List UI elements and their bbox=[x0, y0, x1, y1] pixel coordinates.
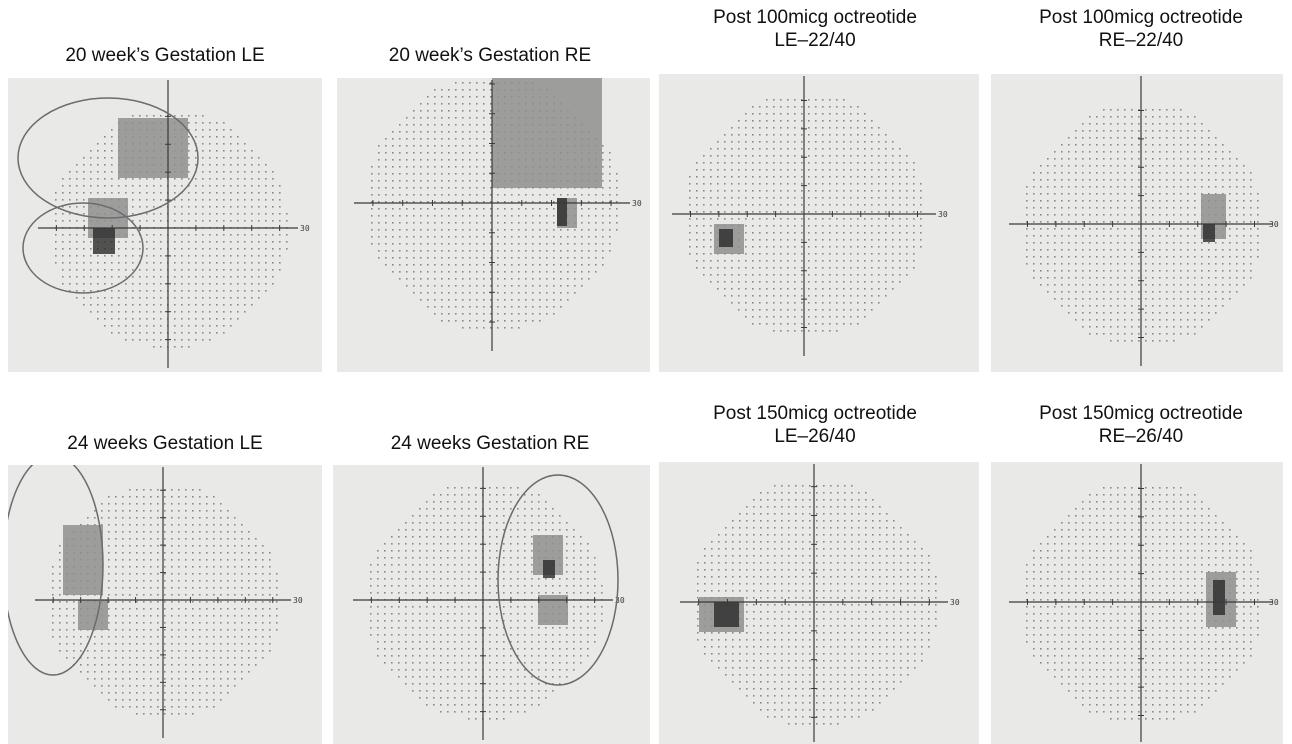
axis-scale-label: 30 bbox=[950, 598, 960, 607]
pen-annotation-oval bbox=[8, 465, 104, 676]
visual-field-photo-20wk-le: 30 bbox=[8, 78, 322, 372]
panel-caption: Post 100micg octreotide LE–22/40 bbox=[713, 7, 917, 51]
axis-scale-label: 30 bbox=[1269, 598, 1279, 607]
field-defect bbox=[78, 600, 108, 630]
visual-field-photo-22wk-re: 30 bbox=[991, 74, 1283, 372]
visual-field-chart: 30 bbox=[8, 465, 322, 744]
visual-field-photo-24wk-le: 30 bbox=[8, 465, 322, 744]
axis-scale-label: 30 bbox=[1269, 220, 1279, 229]
axis-scale-label: 30 bbox=[938, 210, 948, 219]
test-point-grid bbox=[1026, 487, 1259, 720]
paper-background bbox=[659, 74, 979, 372]
visual-field-photo-20wk-re: 30 bbox=[337, 78, 650, 372]
visual-field-photo-26wk-re: 30 bbox=[991, 462, 1283, 744]
axis-scale-label: 30 bbox=[615, 596, 625, 605]
field-defect bbox=[118, 118, 188, 178]
panel-caption: Post 100micg octreotide RE–22/40 bbox=[1039, 7, 1243, 51]
visual-field-chart: 30 bbox=[8, 78, 322, 372]
axis-scale-label: 30 bbox=[632, 199, 642, 208]
test-point-grid bbox=[697, 485, 937, 725]
visual-field-chart: 30 bbox=[991, 462, 1283, 744]
dense-defect bbox=[714, 602, 739, 627]
field-defect bbox=[492, 78, 602, 188]
panel-caption: 20 week’s Gestation RE bbox=[388, 45, 592, 66]
visual-field-chart: 30 bbox=[333, 465, 650, 744]
axis-scale-label: 30 bbox=[300, 224, 310, 233]
panel-caption: Post 150micg octreotide RE–26/40 bbox=[1039, 403, 1243, 447]
panel-caption: Post 150micg octreotide LE–26/40 bbox=[713, 403, 917, 447]
axis-scale-label: 30 bbox=[293, 596, 303, 605]
panel-caption: 24 weeks Gestation LE bbox=[67, 433, 263, 454]
visual-field-photo-22wk-le: 30 bbox=[659, 74, 979, 372]
pen-annotation-oval bbox=[497, 474, 619, 686]
pen-annotation-oval bbox=[22, 202, 144, 294]
dense-defect bbox=[1203, 224, 1215, 242]
paper-background bbox=[991, 462, 1283, 744]
field-defect bbox=[63, 525, 103, 595]
panel-caption: 20 week’s Gestation LE bbox=[65, 45, 265, 66]
visual-field-chart: 30 bbox=[337, 78, 650, 372]
paper-background bbox=[8, 465, 322, 744]
test-point-grid bbox=[1026, 109, 1259, 342]
dense-defect bbox=[719, 229, 733, 247]
pen-annotation-oval bbox=[17, 97, 199, 219]
visual-field-chart: 30 bbox=[659, 74, 979, 372]
paper-background bbox=[333, 465, 650, 744]
test-point-grid bbox=[689, 99, 922, 332]
panel-caption: 24 weeks Gestation RE bbox=[390, 433, 590, 454]
visual-field-chart: 30 bbox=[991, 74, 1283, 372]
dense-defect bbox=[1213, 580, 1225, 615]
dense-defect bbox=[557, 198, 567, 226]
visual-field-chart: 30 bbox=[659, 462, 979, 744]
visual-field-photo-24wk-re: 30 bbox=[333, 465, 650, 744]
dense-defect bbox=[93, 228, 115, 254]
paper-background bbox=[991, 74, 1283, 372]
dense-defect bbox=[543, 560, 555, 578]
visual-field-photo-26wk-le: 30 bbox=[659, 462, 979, 744]
